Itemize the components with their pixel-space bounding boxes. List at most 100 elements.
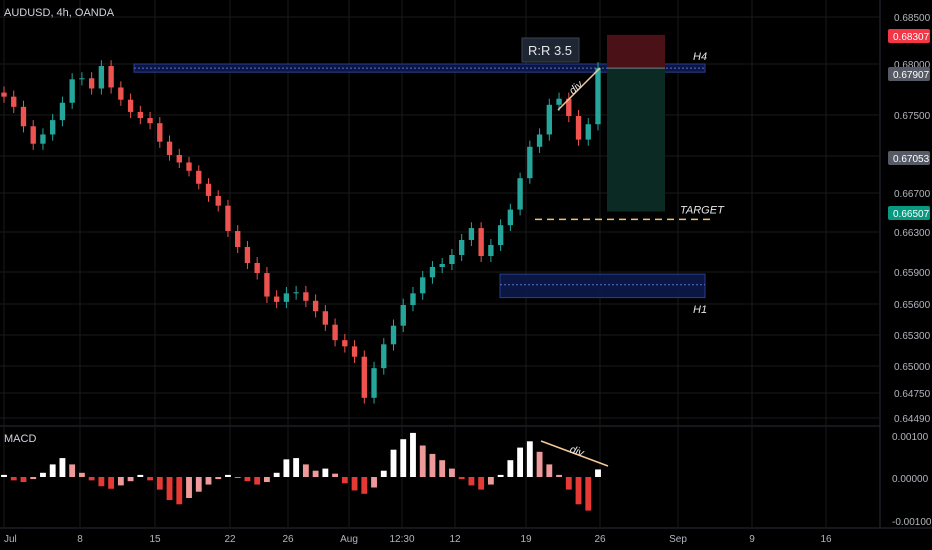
- candles-layer: [1, 60, 601, 404]
- macd-bar: [283, 459, 290, 477]
- candle-body: [536, 134, 543, 147]
- rr-badge[interactable]: [521, 37, 580, 63]
- macd-bar: [449, 468, 455, 477]
- macd-bar: [215, 477, 222, 480]
- candle-body: [118, 87, 124, 100]
- macd-bar: [575, 477, 582, 505]
- macd-bar: [595, 469, 601, 477]
- candle-body: [303, 292, 309, 301]
- macd-histogram: [1, 432, 601, 511]
- candle-body: [273, 296, 280, 302]
- time-tick-label: 26: [282, 534, 294, 545]
- candle-body: [20, 106, 27, 127]
- take-profit-zone[interactable]: [607, 68, 665, 212]
- macd-bar: [400, 439, 407, 477]
- price-badge-grey: [888, 151, 930, 165]
- candle-body: [108, 66, 114, 88]
- macd-bar: [507, 460, 514, 477]
- candle-body: [235, 231, 241, 247]
- candle-body: [30, 126, 36, 144]
- symbol-title[interactable]: AUDUSD, 4h, OANDA: [4, 7, 115, 19]
- macd-title[interactable]: MACD: [4, 433, 36, 445]
- macd-bar: [10, 477, 17, 481]
- time-tick-label: 22: [224, 534, 236, 545]
- zones-layer[interactable]: H4 H1: [133, 51, 707, 316]
- zone-label-h4: H4: [693, 51, 707, 63]
- price-tick-label: 0.67500: [894, 111, 931, 122]
- macd-tick-label: -0.00100: [892, 517, 932, 528]
- time-axis[interactable]: Jul 8 15 22 26 Aug 12:30 12 19 26 Sep 9 16: [4, 534, 832, 545]
- candle-body: [507, 209, 514, 226]
- candle-body: [420, 277, 426, 294]
- candle-body: [69, 79, 75, 103]
- price-badge-label: 0.68307: [893, 32, 930, 43]
- macd-axis[interactable]: 0.00100 0.00000 -0.00100: [892, 432, 932, 528]
- candle-body: [40, 134, 46, 144]
- candle-body: [546, 104, 552, 135]
- macd-div-label: div: [568, 444, 587, 461]
- time-tick-label: 19: [520, 534, 532, 545]
- candle-body: [556, 98, 562, 105]
- candle-body: [361, 356, 367, 398]
- macd-bar: [526, 441, 533, 477]
- candle-body: [186, 162, 192, 171]
- zone-h1[interactable]: [499, 273, 706, 299]
- macd-divergence-line[interactable]: [540, 440, 609, 467]
- price-divergence-line[interactable]: [557, 67, 601, 111]
- price-badge-label: 0.67053: [893, 154, 930, 165]
- macd-bar: [410, 432, 416, 477]
- macd-bar: [487, 477, 494, 485]
- price-badge-stop: [888, 29, 930, 43]
- candle-body: [293, 292, 299, 294]
- macd-bar: [565, 477, 572, 490]
- macd-bar: [361, 477, 368, 494]
- zone-label-h1: H1: [693, 304, 707, 316]
- macd-bar: [195, 477, 202, 492]
- macd-bar: [88, 477, 95, 481]
- macd-bar: [341, 477, 348, 484]
- price-tick-label: 0.66300: [894, 228, 931, 239]
- time-tick-label: Aug: [340, 534, 358, 545]
- price-tick-label: 0.65600: [894, 300, 931, 311]
- macd-bar: [478, 477, 485, 490]
- rr-label: R:R 3.5: [528, 43, 572, 58]
- candle-body: [381, 344, 387, 369]
- macd-bar: [429, 453, 436, 477]
- macd-bar: [468, 477, 475, 486]
- macd-bar: [20, 477, 27, 483]
- position-tool[interactable]: R:R 3.5 TARGET: [521, 34, 725, 221]
- candle-body: [390, 325, 397, 345]
- price-badge-label: 0.66507: [893, 209, 930, 220]
- candle-body: [147, 118, 153, 124]
- candle-body: [575, 116, 582, 140]
- macd-bar: [40, 472, 46, 477]
- price-tick-label: 0.64490: [894, 414, 931, 425]
- price-tick-label: 0.68500: [894, 13, 931, 24]
- candle-body: [497, 225, 504, 245]
- candle-body: [566, 98, 572, 117]
- macd-bar: [137, 474, 144, 477]
- macd-bar: [302, 464, 309, 477]
- macd-bar: [78, 472, 85, 477]
- candle-body: [410, 293, 416, 306]
- macd-bar: [117, 477, 124, 486]
- stop-loss-zone[interactable]: [607, 34, 665, 69]
- price-axis[interactable]: 0.685000.680000.675000.671000.667000.663…: [888, 13, 931, 425]
- price-tick-label: 0.66700: [894, 189, 931, 200]
- candle-body: [79, 78, 85, 80]
- candle-body: [166, 141, 173, 155]
- candle-body: [127, 99, 134, 112]
- candle-body: [176, 154, 182, 163]
- candle-body: [50, 120, 56, 135]
- macd-bar: [351, 477, 358, 491]
- candle-body: [157, 123, 163, 142]
- price-tick-label: 0.65300: [894, 331, 931, 342]
- candle-body: [478, 228, 484, 256]
- macd-bar: [234, 477, 241, 478]
- candle-body: [11, 96, 17, 107]
- price-tick-label: 0.65900: [894, 268, 931, 279]
